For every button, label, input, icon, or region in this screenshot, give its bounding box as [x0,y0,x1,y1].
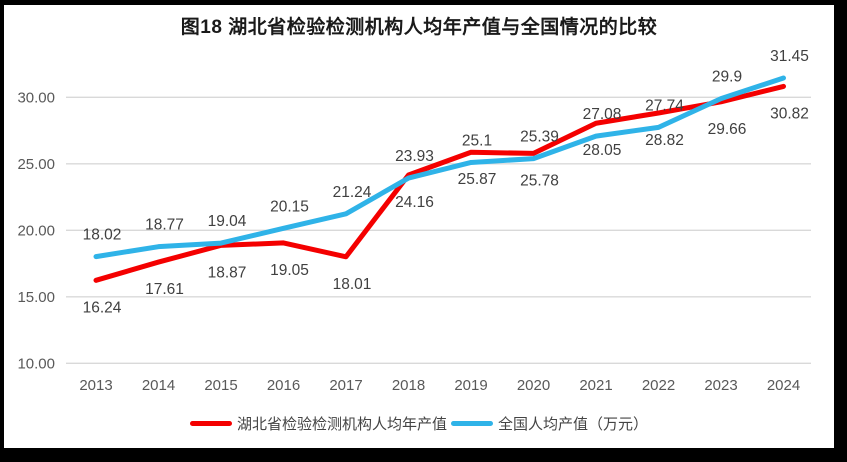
legend-label-national: 全国人均产值（万元） [498,415,649,433]
data-label: 28.82 [645,132,684,149]
x-tick-label: 2020 [517,377,550,394]
data-label: 17.61 [145,281,184,298]
y-tick-label: 25.00 [17,156,55,173]
x-tick-label: 2019 [454,377,487,394]
y-tick-label: 30.00 [17,89,55,106]
x-tick-label: 2017 [329,377,362,394]
data-label: 21.24 [333,184,372,201]
data-label: 31.45 [770,48,809,65]
data-label: 19.05 [270,262,309,279]
data-label: 18.01 [333,276,372,293]
legend-item-hubei: 湖北省检验检测机构人均年产值 [189,413,447,434]
y-tick-label: 20.00 [17,222,55,239]
chart-legend: 湖北省检验检测机构人均年产值 全国人均产值（万元） [4,412,834,434]
data-label: 25.1 [462,132,492,149]
data-label: 23.93 [395,148,434,165]
x-tick-label: 2014 [142,377,175,394]
legend-line-swatch-hubei [189,420,232,426]
data-label: 27.74 [645,97,684,114]
data-label: 25.87 [458,171,497,188]
data-label: 20.15 [270,198,309,215]
data-label: 25.78 [520,172,559,189]
x-tick-label: 2013 [79,377,112,394]
x-tick-label: 2024 [767,377,800,394]
series-line-hubei [93,83,786,283]
data-label: 29.66 [708,121,747,138]
x-tick-label: 2018 [392,377,425,394]
data-label: 29.9 [712,69,742,86]
legend-line-swatch-national [451,420,493,426]
x-tick-label: 2021 [579,377,612,394]
x-tick-label: 2016 [267,377,300,394]
data-label: 18.02 [83,227,122,244]
data-label: 18.87 [208,264,247,281]
data-label: 28.05 [583,142,622,159]
data-label: 30.82 [770,105,809,122]
y-tick-label: 15.00 [17,289,55,306]
data-label: 27.08 [583,106,622,123]
y-tick-label: 10.00 [17,355,55,372]
x-tick-label: 2023 [704,377,737,394]
data-label: 19.04 [208,213,247,230]
x-tick-label: 2015 [204,377,237,394]
chart-title: 图18 湖北省检验检测机构人均年产值与全国情况的比较 [180,17,658,38]
data-label: 16.24 [83,299,122,316]
data-label: 24.16 [395,194,434,211]
series-line-national [93,75,786,260]
data-label: 18.77 [145,217,184,234]
chart-plot: 10.00 15.00 20.00 25.00 30.00 2013 2014 2015 201… [17,48,811,394]
legend-item-national: 全国人均产值（万元） [451,413,648,434]
x-tick-label: 2022 [642,377,675,394]
legend-label-hubei: 湖北省检验检测机构人均年产值 [236,415,447,433]
data-label: 25.39 [520,129,559,146]
